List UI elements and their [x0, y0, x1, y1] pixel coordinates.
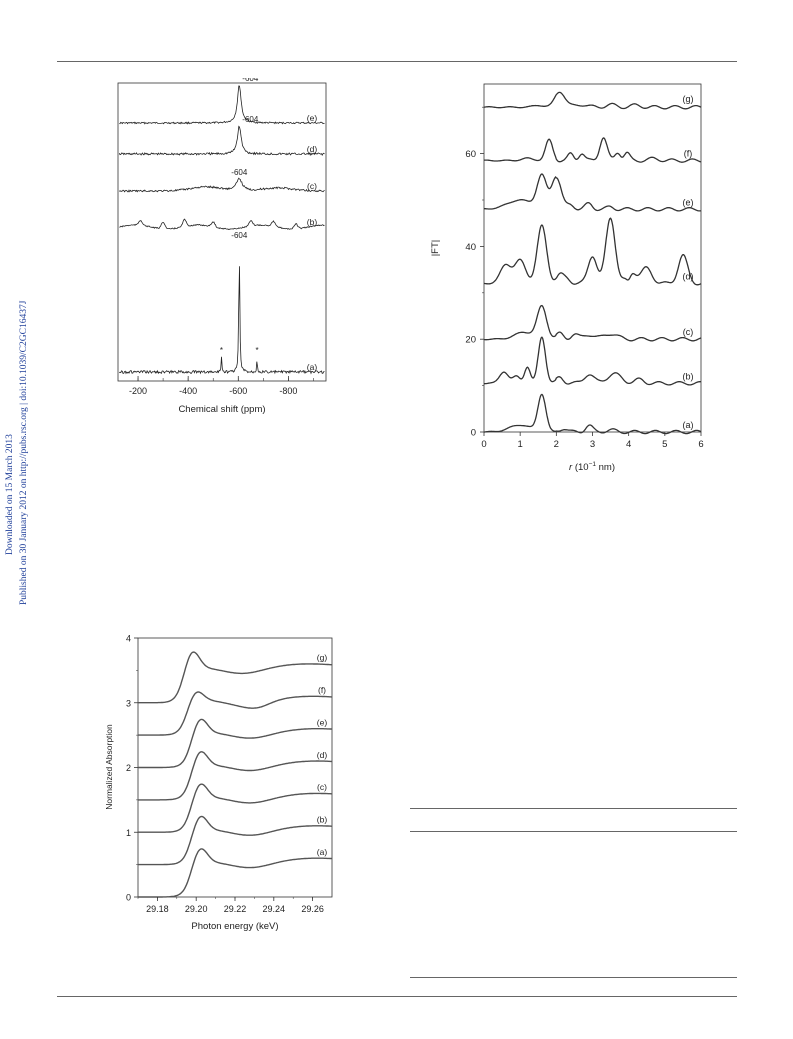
xanes-trace-label: (g): [317, 653, 328, 663]
ft-x-tick-label: 1: [518, 439, 523, 450]
ft-y-axis-label: |FT|: [430, 240, 441, 257]
table-rule-top: [410, 808, 737, 809]
ft-x-axis-label-main: r: [569, 462, 573, 473]
ft-x-axis-label-exp: −1: [589, 461, 597, 468]
nmr-peak-label: -604: [242, 78, 259, 83]
nmr-trace-b: [119, 218, 325, 230]
xanes-y-tick-label: 0: [126, 893, 131, 903]
ft-y-tick-label: 0: [471, 428, 476, 439]
nmr-trace-c: [119, 177, 325, 193]
xanes-trace-b: [138, 815, 332, 866]
nmr-x-tick-label: -400: [179, 386, 197, 396]
ft-x-tick-label: 3: [590, 439, 595, 450]
xanes-trace-a: [138, 848, 333, 898]
nmr-trace-label: (e): [307, 113, 318, 123]
ft-trace-label: (c): [683, 327, 694, 337]
table-rule-mid: [410, 831, 737, 832]
xanes-trace-d: [138, 751, 333, 801]
nmr-trace-e: [119, 85, 325, 125]
nmr-frame: [117, 82, 327, 382]
ft-x-axis-label-tail: nm): [596, 462, 615, 473]
table-rule-bottom: [410, 977, 737, 978]
ft-frame: [483, 83, 702, 433]
publication-doi-text: Published on 30 January 2012 on http://p…: [19, 300, 29, 605]
nmr-sideband-marker: *: [220, 346, 223, 355]
xanes-trace-g: [138, 651, 333, 704]
xanes-trace-label: (b): [317, 815, 328, 825]
ft-trace-label: (a): [683, 420, 694, 430]
xanes-x-tick-label: 29.24: [263, 904, 286, 914]
ft-trace-b: [484, 336, 701, 386]
ft-trace-label: (f): [684, 149, 693, 159]
nmr-peak-label: -604: [231, 168, 248, 177]
ft-trace-label: (d): [683, 272, 694, 282]
nmr-trace-label: (c): [307, 181, 317, 191]
ft-trace-f: [483, 137, 702, 163]
ft-trace-a: [483, 393, 702, 435]
download-date-text: Downloaded on 15 March 2013: [5, 434, 15, 555]
xanes-y-tick-label: 2: [126, 763, 131, 773]
ft-y-tick-label: 20: [465, 335, 476, 346]
ft-x-tick-label: 4: [626, 439, 631, 450]
ft-trace-c: [484, 304, 702, 342]
nmr-peak-label: -604: [231, 231, 248, 240]
nmr-trace-d: [118, 125, 325, 157]
xanes-trace-f: [138, 691, 332, 736]
xanes-y-axis-label: Normalized Absorption: [104, 724, 114, 810]
nmr-x-axis-label: Chemical shift (ppm): [178, 404, 265, 415]
ft-trace-label: (b): [683, 371, 694, 381]
ft-trace-g: [483, 91, 702, 110]
ft-trace-label: (g): [683, 94, 694, 104]
xanes-x-tick-label: 29.18: [146, 904, 169, 914]
ft-y-tick-label: 40: [465, 242, 476, 253]
ft-x-tick-label: 2: [554, 439, 559, 450]
nmr-x-tick-label: -200: [129, 386, 147, 396]
ft-trace-d: [483, 217, 702, 286]
nmr-sideband-marker: *: [256, 346, 259, 355]
xanes-x-axis-label: Photon energy (keV): [191, 921, 278, 932]
nmr-trace-label: (a): [307, 362, 318, 372]
nmr-peak-label: -604: [242, 115, 259, 124]
ft-x-tick-label: 6: [698, 439, 703, 450]
nmr-chart: (e) -604 (d) -604 (c) -604 (b) (a) -604 * * -200 -4…: [117, 78, 327, 415]
ft-x-tick-label: 0: [481, 439, 486, 450]
xanes-trace-label: (c): [317, 782, 327, 792]
nmr-figure: (e) -604 (d) -604 (c) -604 (b) (a) -604 * * -200 -4…: [100, 78, 340, 418]
xanes-y-tick-label: 3: [126, 698, 131, 708]
ft-y-tick-label: 60: [465, 149, 476, 160]
nmr-x-tick-label: -800: [279, 386, 297, 396]
nmr-x-tick-label: -600: [229, 386, 247, 396]
ft-trace-e: [484, 173, 702, 212]
xanes-x-tick-label: 29.26: [301, 904, 324, 914]
download-watermark: Downloaded on 15 March 2013 Published on…: [2, 265, 32, 610]
xanes-y-tick-label: 4: [126, 634, 131, 644]
xanes-trace-c: [138, 783, 332, 833]
ft-figure: (g) (f) (e) (d) (c) (b) (a) 0 1 2 3 4 5 6 0 20 40 60 |FT…: [420, 78, 720, 483]
xanes-trace-label: (a): [317, 847, 328, 857]
xanes-chart: (g) (f) (e) (d) (c) (b) (a) 29.18 29.20 29.22 29.…: [104, 634, 333, 932]
nmr-trace-a: [119, 266, 325, 375]
xanes-trace-label: (e): [317, 717, 328, 727]
xanes-trace-label: (f): [318, 685, 326, 695]
ft-x-axis-label: r (10−1 nm): [569, 461, 615, 473]
xanes-x-tick-label: 29.22: [224, 904, 247, 914]
xanes-y-tick-label: 1: [126, 828, 131, 838]
xanes-trace-label: (d): [317, 750, 328, 760]
footer-rule: [57, 996, 737, 997]
ft-x-axis-label-unit: (10: [572, 462, 588, 473]
nmr-trace-label: (b): [307, 217, 318, 227]
xanes-figure: (g) (f) (e) (d) (c) (b) (a) 29.18 29.20 29.22 29.…: [100, 632, 345, 937]
ft-x-tick-label: 5: [662, 439, 667, 450]
header-rule: [57, 61, 737, 62]
xanes-x-tick-label: 29.20: [185, 904, 208, 914]
xanes-trace-e: [138, 718, 333, 769]
nmr-trace-label: (d): [307, 144, 318, 154]
ft-trace-label: (e): [683, 197, 694, 207]
